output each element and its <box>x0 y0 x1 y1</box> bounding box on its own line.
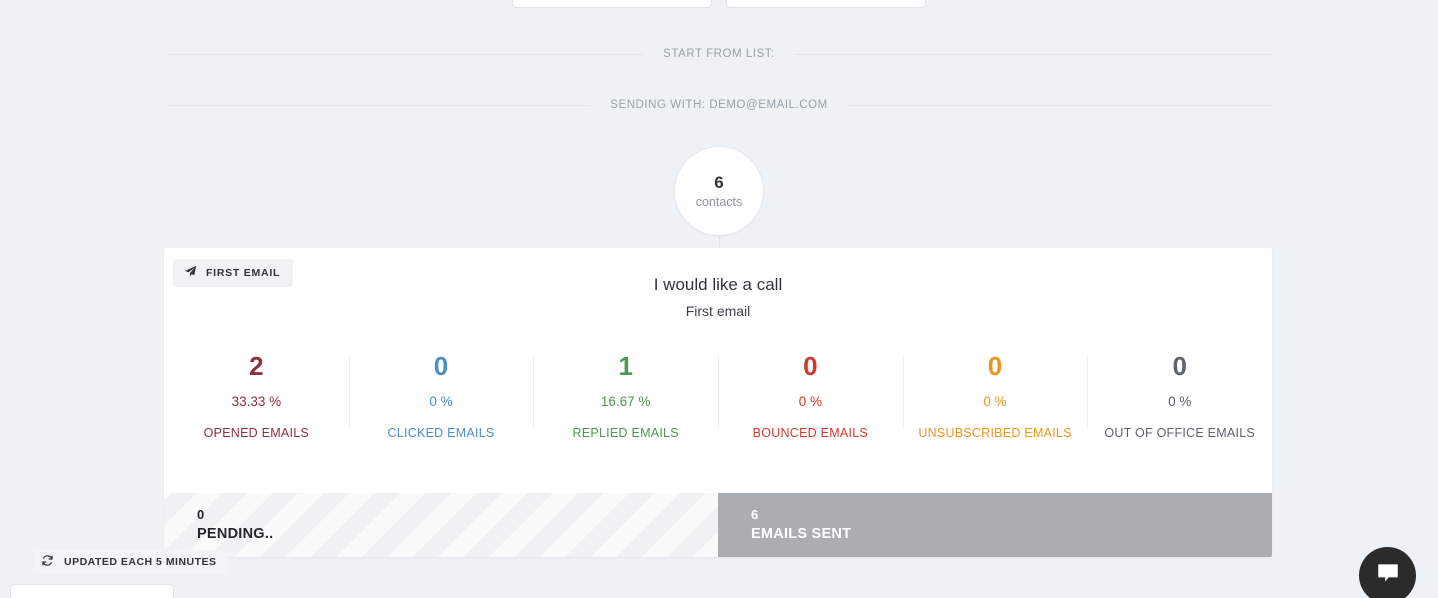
pending-label: PENDING.. <box>197 526 274 543</box>
stat-value: 0 <box>987 351 1003 382</box>
contacts-node: 6 contacts <box>0 146 1438 252</box>
stat-value: 0 <box>803 351 818 382</box>
stat-label: UNSUBSCRIBED EMAILS <box>918 426 1072 441</box>
chat-launcher-button[interactable] <box>1359 547 1416 598</box>
updated-notice[interactable]: UPDATED EACH 5 MINUTES <box>33 550 228 574</box>
stat-opened-emails[interactable]: 2 33.33 % OPENED EMAILS <box>164 351 349 441</box>
stat-percent: 33.33 % <box>231 394 282 410</box>
sent-count: 6 <box>751 506 759 522</box>
card-heading-group: I would like a call First email <box>164 273 1272 324</box>
duplicate-campaign-button[interactable]: Duplicate campaign <box>512 0 712 8</box>
stat-percent: 0 % <box>429 394 453 410</box>
stat-value: 0 <box>433 351 449 382</box>
paper-plane-icon <box>184 265 197 281</box>
stat-label: CLICKED EMAILS <box>387 426 495 441</box>
divider-rule-left <box>167 104 591 106</box>
stat-value: 2 <box>249 351 264 382</box>
progress-bar: 0 PENDING.. 6 EMAILS SENT <box>164 493 1272 558</box>
stat-replied-emails[interactable]: 1 16.67 % REPLIED EMAILS <box>533 351 718 441</box>
stat-label: REPLIED EMAILS <box>572 426 679 441</box>
refresh-icon <box>41 554 54 570</box>
first-email-badge-label: FIRST EMAIL <box>206 267 281 279</box>
sending-with-label: SENDING WITH: DEMO@EMAIL.COM <box>610 99 828 111</box>
sending-with-row: SENDING WITH: DEMO@EMAIL.COM <box>0 99 1438 111</box>
stat-bounced-emails[interactable]: 0 0 % BOUNCED EMAILS <box>718 351 903 441</box>
contacts-circle[interactable]: 6 contacts <box>674 146 764 236</box>
connector-line <box>718 236 720 252</box>
start-from-list-row: START FROM LIST: <box>0 48 1438 60</box>
contacts-label: contacts <box>695 194 743 209</box>
divider-rule-right <box>847 104 1272 106</box>
export-campaign-report-button[interactable]: Export campaign report <box>726 0 926 8</box>
stat-label: OPENED EMAILS <box>203 426 310 441</box>
first-email-card: FIRST EMAIL I would like a call First em… <box>164 248 1272 558</box>
card-subtitle: First email <box>685 302 751 319</box>
stat-value: 0 <box>1172 351 1187 382</box>
chat-bubble-icon <box>1375 560 1401 591</box>
contacts-count: 6 <box>714 173 724 193</box>
stat-value: 1 <box>618 351 633 382</box>
stat-percent: 0 % <box>798 394 822 410</box>
stats-row: 2 33.33 % OPENED EMAILS 0 0 % CLICKED EM… <box>164 351 1272 493</box>
stat-clicked-emails[interactable]: 0 0 % CLICKED EMAILS <box>348 351 534 441</box>
progress-segment-sent[interactable]: 6 EMAILS SENT <box>718 493 1272 558</box>
bottom-partial-card <box>10 584 174 598</box>
updated-label: UPDATED EACH 5 MINUTES <box>64 556 217 568</box>
divider-rule-left <box>167 53 644 55</box>
stat-label: OUT OF OFFICE EMAILS <box>1104 426 1255 441</box>
divider-rule-right <box>794 53 1271 55</box>
stat-unsubscribed-emails[interactable]: 0 0 % UNSUBSCRIBED EMAILS <box>902 351 1088 441</box>
first-email-badge[interactable]: FIRST EMAIL <box>173 259 294 287</box>
progress-segment-pending[interactable]: 0 PENDING.. <box>164 493 718 558</box>
stat-percent: 0 % <box>983 394 1007 410</box>
stat-percent: 16.67 % <box>600 394 651 410</box>
card-title: I would like a call <box>653 275 783 294</box>
stat-out-of-office-emails[interactable]: 0 0 % OUT OF OFFICE EMAILS <box>1087 351 1272 441</box>
stat-label: BOUNCED EMAILS <box>752 426 869 441</box>
pending-count: 0 <box>197 506 205 522</box>
sent-label: EMAILS SENT <box>751 526 852 543</box>
start-from-list-label: START FROM LIST: <box>663 48 775 60</box>
stat-percent: 0 % <box>1168 394 1192 410</box>
top-action-buttons: Duplicate campaign Export campaign repor… <box>0 0 1438 8</box>
